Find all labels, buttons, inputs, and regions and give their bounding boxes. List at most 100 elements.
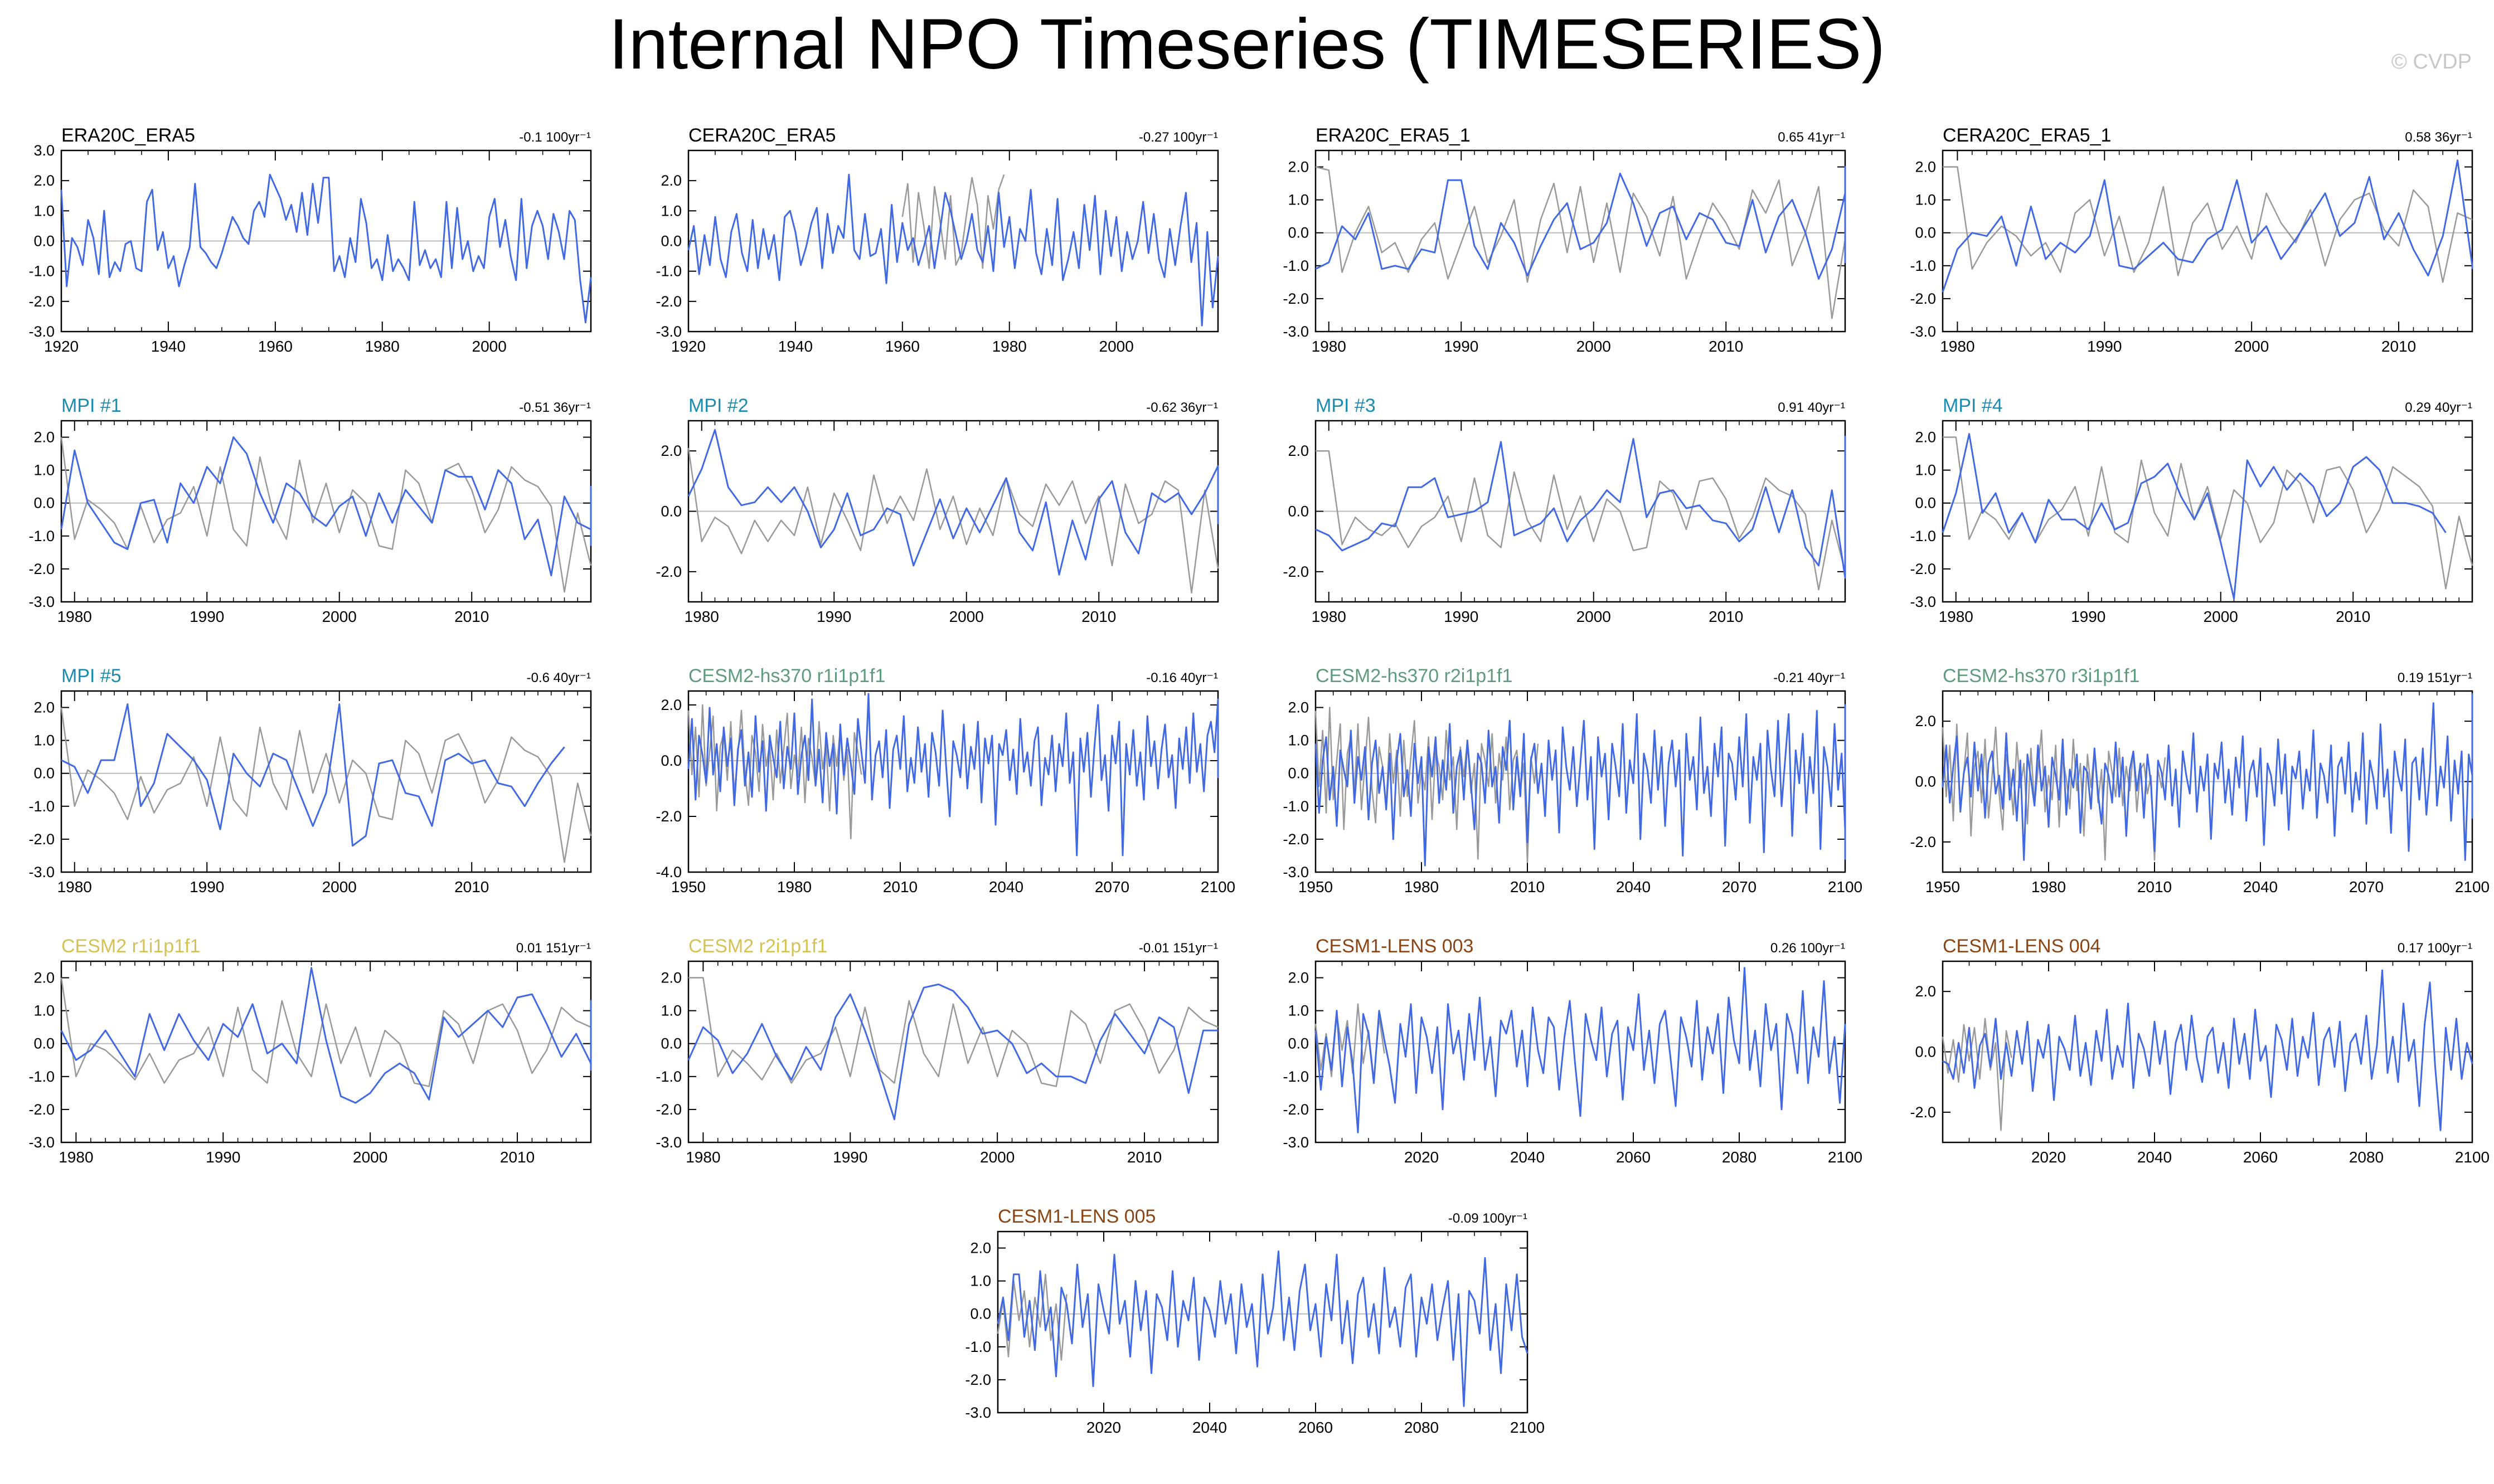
panel-title: MPI #2	[688, 395, 749, 416]
x-tick-label: 1950	[1298, 878, 1333, 896]
y-tick-label: -2.0	[656, 1101, 682, 1118]
y-tick-label: 3.0	[33, 142, 55, 159]
trend-label: -0.62 36yr⁻¹	[1146, 400, 1218, 415]
y-tick-label: 0.0	[1288, 1035, 1309, 1052]
y-tick-label: 1.0	[1288, 1003, 1309, 1019]
x-tick-label: 2000	[322, 878, 357, 896]
panel-frame	[60, 690, 592, 873]
x-tick-label: 1960	[258, 338, 293, 355]
y-tick-label: 1.0	[970, 1273, 991, 1290]
y-tick-label: -3.0	[28, 323, 55, 340]
model-series-line	[1314, 967, 1846, 1133]
x-tick-label: 2000	[1576, 608, 1611, 625]
x-tick-label: 1920	[671, 338, 706, 355]
y-tick-label: 2.0	[33, 429, 55, 446]
y-tick-label: 0.0	[1288, 225, 1309, 241]
y-tick-label: -2.0	[28, 1101, 55, 1118]
panel-frame	[1314, 149, 1846, 333]
panel-title: CESM2-hs370 r1i1p1f1	[688, 665, 885, 687]
x-tick-label: 2000	[353, 1149, 387, 1166]
x-tick-label: 2040	[2137, 1149, 2172, 1166]
observation-series-line	[1942, 1018, 2012, 1131]
model-series-line	[1315, 166, 1846, 280]
x-tick-label: 1980	[686, 1149, 720, 1166]
x-tick-label: 1980	[1312, 338, 1346, 355]
y-tick-label: 2.0	[33, 970, 55, 986]
y-tick-label: -2.0	[28, 831, 55, 848]
x-tick-label: 2020	[1404, 1149, 1439, 1166]
y-tick-label: 2.0	[1915, 983, 1936, 1000]
panel-title: MPI #4	[1943, 395, 2003, 416]
x-tick-label: 1980	[1939, 608, 1973, 625]
x-tick-label: 2010	[454, 608, 489, 625]
x-tick-label: 2010	[454, 878, 489, 896]
panel-frame	[687, 960, 1219, 1144]
x-tick-label: 1990	[1444, 608, 1478, 625]
x-tick-label: 2010	[1510, 878, 1545, 896]
y-tick-label: -3.0	[1283, 864, 1309, 880]
y-tick-label: -1.0	[656, 1068, 682, 1085]
y-tick-label: -3.0	[1910, 323, 1936, 340]
x-tick-label: 2060	[1616, 1149, 1651, 1166]
x-tick-label: 2020	[1086, 1419, 1121, 1436]
y-tick-label: 2.0	[1288, 442, 1309, 459]
x-tick-label: 2060	[1298, 1419, 1333, 1436]
y-tick-label: -2.0	[1283, 831, 1309, 848]
watermark-text: © CVDP	[2391, 50, 2472, 74]
panel-6: 1980 1990 2000 2010 -2.0 0.0 2.0 MPI #2 -0.62 36…	[656, 395, 1219, 625]
x-tick-label: 1980	[1312, 608, 1346, 625]
x-tick-label: 2000	[322, 608, 357, 625]
model-series-line	[60, 173, 592, 324]
x-tick-label: 1950	[1925, 878, 1960, 896]
y-tick-label: -1.0	[656, 263, 682, 280]
y-tick-label: -2.0	[1910, 834, 1936, 850]
y-tick-label: -4.0	[656, 864, 682, 880]
panel-15: 2020 2040 2060 2080 2100 -3.0 -2.0 -1.0 0.0 1.0 2.…	[1283, 936, 1862, 1166]
x-tick-label: 2060	[2243, 1149, 2278, 1166]
y-tick-label: 1.0	[661, 202, 682, 219]
observation-series-line	[687, 447, 1219, 594]
y-tick-label: -1.0	[1910, 528, 1936, 544]
model-series-line	[687, 429, 1219, 576]
y-tick-label: 0.0	[33, 765, 55, 782]
y-tick-label: -3.0	[28, 864, 55, 880]
panel-3: 1980 1990 2000 2010 -3.0 -2.0 -1.0 0.0 1.0 2.0 ERA…	[1283, 125, 1846, 355]
y-tick-label: 2.0	[1915, 429, 1936, 446]
panel-title: MPI #1	[61, 395, 122, 416]
y-tick-label: 1.0	[33, 202, 55, 219]
x-tick-label: 2080	[1404, 1419, 1439, 1436]
y-tick-label: -3.0	[28, 593, 55, 610]
trend-label: -0.09 100yr⁻¹	[1448, 1211, 1527, 1226]
y-tick-label: -1.0	[28, 528, 55, 544]
model-series-line	[687, 983, 1218, 1121]
x-tick-label: 2000	[472, 338, 507, 355]
y-tick-label: -2.0	[1910, 290, 1936, 307]
y-tick-label: -3.0	[965, 1404, 991, 1421]
panel-7: 1980 1990 2000 2010 -2.0 0.0 2.0 MPI #3 0.91 40y…	[1283, 395, 1846, 625]
x-tick-label: 1940	[778, 338, 813, 355]
panel-title: CESM1-LENS 004	[1943, 936, 2100, 957]
x-tick-label: 1980	[992, 338, 1027, 355]
panel-title: CESM1-LENS 003	[1316, 936, 1473, 957]
x-tick-label: 1980	[59, 1149, 93, 1166]
x-tick-label: 1980	[777, 878, 812, 896]
model-series-line	[997, 1251, 1529, 1407]
trend-label: 0.26 100yr⁻¹	[1770, 941, 1845, 956]
x-tick-label: 2070	[1095, 878, 1129, 896]
y-tick-label: 1.0	[661, 1003, 682, 1019]
panel-title: CESM2-hs370 r3i1p1f1	[1943, 665, 2139, 687]
y-tick-label: 2.0	[661, 172, 682, 189]
y-tick-label: 0.0	[33, 1035, 55, 1052]
trend-label: -0.51 36yr⁻¹	[519, 400, 591, 415]
panel-2: 1920 1940 1960 1980 2000 -3.0 -2.0 -1.0 0.0 1.0 2.…	[656, 125, 1219, 355]
y-tick-label: 1.0	[1288, 192, 1309, 208]
panel-frame	[997, 1230, 1529, 1414]
x-tick-label: 2000	[1099, 338, 1134, 355]
y-tick-label: -1.0	[1283, 798, 1309, 815]
y-tick-label: -3.0	[1283, 1134, 1309, 1151]
x-tick-label: 2080	[1722, 1149, 1757, 1166]
y-tick-label: -1.0	[1283, 257, 1309, 274]
trend-label: -0.1 100yr⁻¹	[519, 130, 591, 145]
panel-frame	[60, 420, 592, 603]
x-tick-label: 2010	[2381, 338, 2416, 355]
